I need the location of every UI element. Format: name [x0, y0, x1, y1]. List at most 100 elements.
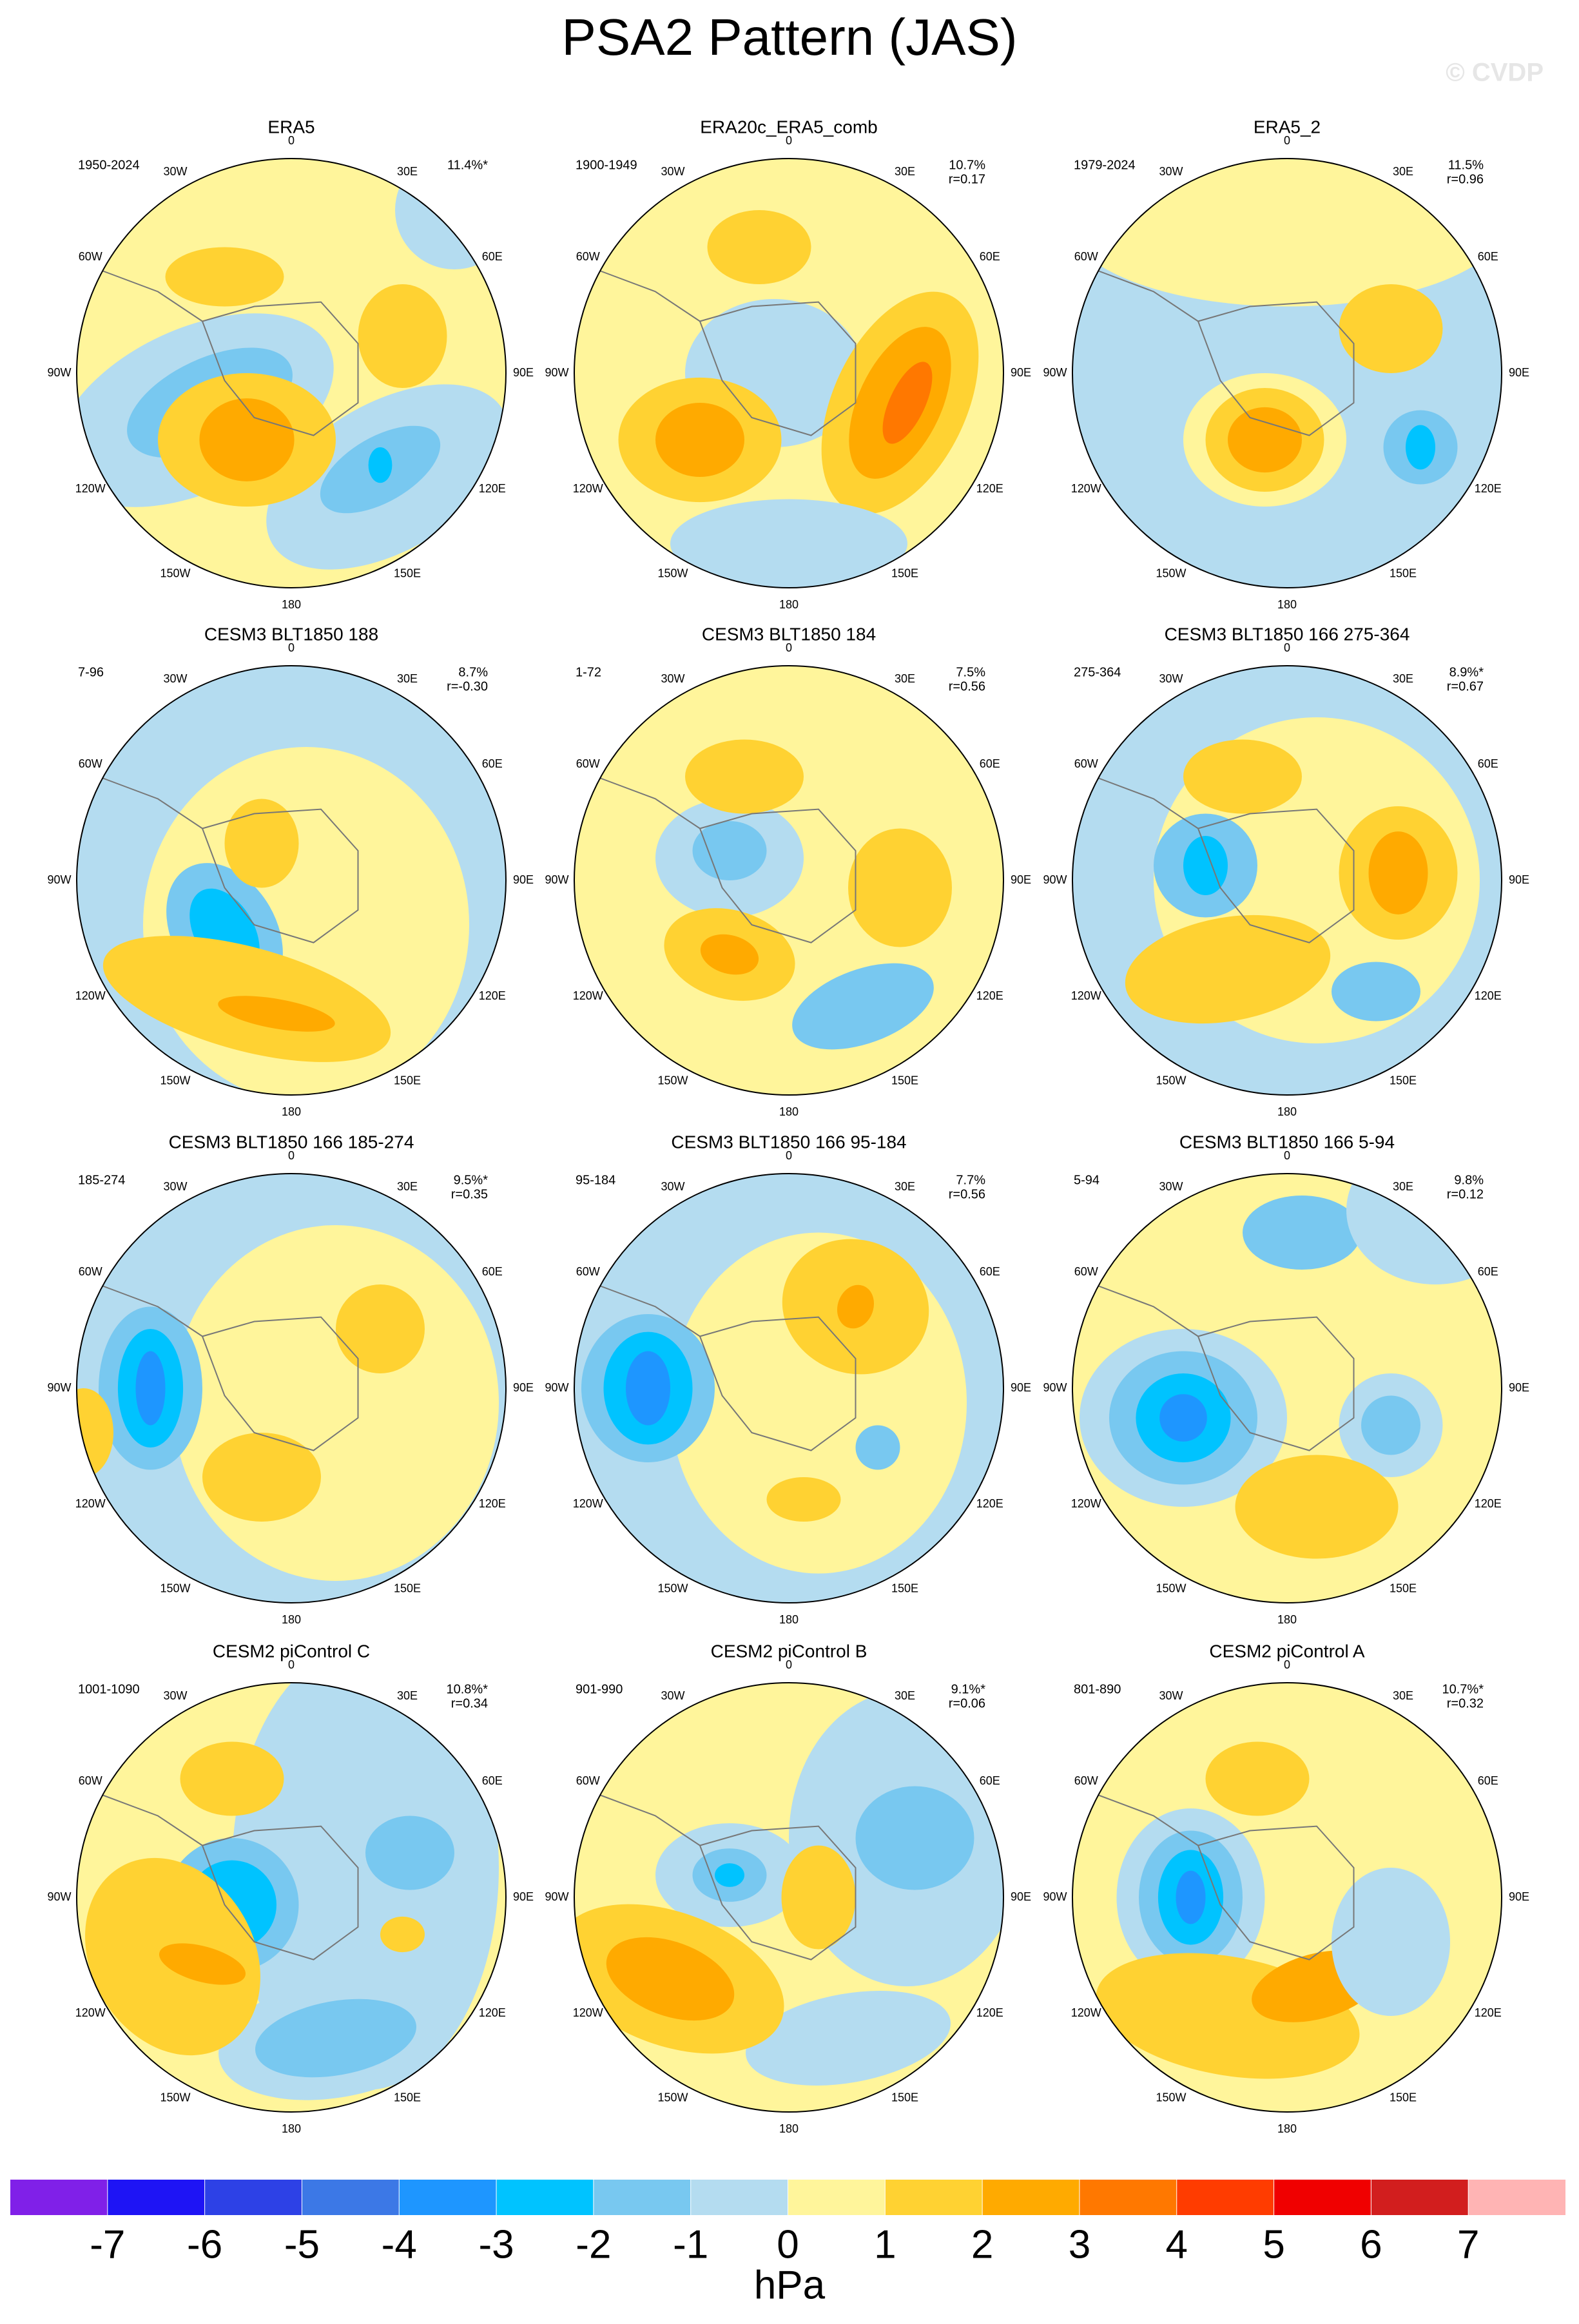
correlation-label: r=0.67 [1447, 679, 1484, 693]
longitude-label: 0 [786, 1149, 792, 1162]
coastline [596, 269, 701, 322]
longitude-label: 120W [75, 1497, 106, 1510]
shading [1072, 1683, 1502, 2112]
longitude-label: 150W [160, 1582, 190, 1595]
shade-contour [626, 1351, 670, 1426]
map-panel: CESM2 piControl C 1001-1090 10.8%*r=0.34 0 3… [47, 1641, 534, 2135]
colorbar: -7 -6 -5 -4 -3 -2 -1 0 1 2 3 4 5 6 7 hPa [10, 2180, 1565, 2307]
longitude-label: 60E [980, 1774, 1000, 1787]
shade-contour [781, 1845, 856, 1950]
shade-contour [358, 284, 447, 388]
coastline [98, 269, 203, 322]
colorbar-label: 2 [971, 2222, 993, 2267]
coastline [98, 1284, 203, 1337]
longitude-label: 120W [1071, 1497, 1101, 1510]
longitude-label: 180 [282, 2122, 301, 2135]
map-panel: CESM2 piControl A 801-890 10.7%*r=0.32 0 30E… [1043, 1641, 1529, 2135]
longitude-label: 60E [980, 757, 1000, 770]
variance-label: 8.7% [458, 665, 488, 679]
shade-contour [692, 821, 767, 880]
shade-contour [855, 1786, 974, 1890]
map-panel: ERA5_2 1979-2024 11.5%r=0.96 0 30E 60E 90E 120E… [1043, 117, 1529, 610]
longitude-label: 150W [657, 2091, 688, 2104]
longitude-label: 120E [976, 482, 1003, 495]
coastline [1094, 1793, 1199, 1846]
shade-contour [368, 447, 392, 483]
longitude-label: 180 [1277, 1105, 1297, 1118]
longitude-label: 60W [1074, 757, 1098, 770]
longitude-label: 60W [79, 757, 102, 770]
longitude-label: 90W [1043, 366, 1067, 379]
color-box [399, 2180, 497, 2215]
longitude-label: 0 [288, 1658, 295, 1671]
color-box [593, 2180, 691, 2215]
coastline [201, 301, 359, 436]
coastline [98, 1793, 203, 1846]
shading [77, 159, 506, 588]
map-border [574, 665, 1004, 1096]
shade-contour [655, 403, 744, 477]
watermark: © CVDP [1446, 59, 1544, 87]
longitude-label: 150E [1390, 1074, 1417, 1087]
map-panel: CESM3 BLT1850 166 185-274 185-274 9.5%*r=0… [47, 1132, 534, 1625]
longitude-label: 30E [1393, 672, 1413, 685]
longitude-label: 90E [513, 366, 534, 379]
map-border [574, 1682, 1004, 2113]
longitude-label: 0 [288, 134, 295, 147]
period-label: 275-364 [1074, 665, 1121, 679]
longitude-label: 60W [79, 1774, 102, 1787]
shade-contour [1125, 915, 1331, 1024]
longitude-label: 150E [394, 567, 421, 580]
coastline [1197, 808, 1355, 944]
longitude-label: 150E [891, 2091, 918, 2104]
longitude-label: 0 [1284, 641, 1290, 654]
longitude-label: 120W [75, 482, 106, 495]
map-panel: CESM3 BLT1850 166 275-364 275-364 8.9%*r=0… [1043, 624, 1529, 1118]
period-label: 801-890 [1074, 1682, 1121, 1696]
correlation-label: r=-0.30 [447, 679, 488, 693]
longitude-label: 180 [1277, 2122, 1297, 2135]
longitude-label: 0 [1284, 1658, 1290, 1671]
longitude-label: 90W [1043, 873, 1067, 886]
coastline [1197, 301, 1355, 436]
shade-contour [1228, 407, 1302, 473]
longitude-label: 60E [1478, 250, 1498, 263]
correlation-label: r=0.06 [949, 1696, 985, 1710]
coastline [596, 1284, 701, 1337]
map-border [76, 665, 507, 1096]
longitude-label: 30W [661, 1689, 684, 1702]
longitude-label: 120E [479, 1497, 506, 1510]
map-border [1072, 665, 1502, 1096]
longitude-label: 150W [1156, 567, 1186, 580]
longitude-label: 120W [1071, 2006, 1101, 2019]
longitude-label: 30E [1393, 165, 1413, 178]
shade-contour [380, 1916, 425, 1953]
shading [1072, 666, 1502, 1095]
longitude-label: 90W [1043, 1381, 1067, 1394]
colorbar-label: 3 [1069, 2222, 1090, 2267]
colorbar-label: 7 [1457, 2222, 1479, 2267]
panel-title: CESM3 BLT1850 166 95-184 [671, 1132, 906, 1152]
longitude-label: 60E [482, 1774, 503, 1787]
colorbar-label: 0 [777, 2222, 799, 2267]
longitude-label: 60W [576, 757, 600, 770]
correlation-label: r=0.12 [1447, 1187, 1484, 1201]
longitude-label: 90E [1509, 366, 1529, 379]
map-panel: CESM3 BLT1850 166 95-184 95-184 7.7%r=0.56… [545, 1132, 1031, 1625]
longitude-label: 60W [1074, 250, 1098, 263]
shade-contour [745, 1991, 951, 2086]
shade-contour [848, 828, 952, 947]
longitude-label: 60W [79, 1265, 102, 1278]
longitude-label: 150W [1156, 2091, 1186, 2104]
colorbar-label: -6 [187, 2222, 222, 2267]
longitude-label: 150E [394, 1074, 421, 1087]
color-box [1176, 2180, 1274, 2215]
longitude-label: 0 [288, 1149, 295, 1162]
longitude-label: 150W [657, 567, 688, 580]
shade-contour [1346, 1174, 1502, 1284]
longitude-label: 150W [657, 1074, 688, 1087]
color-box [1371, 2180, 1469, 2215]
variance-label: 9.1%* [951, 1682, 986, 1696]
panel-title: CESM3 BLT1850 188 [204, 624, 378, 644]
